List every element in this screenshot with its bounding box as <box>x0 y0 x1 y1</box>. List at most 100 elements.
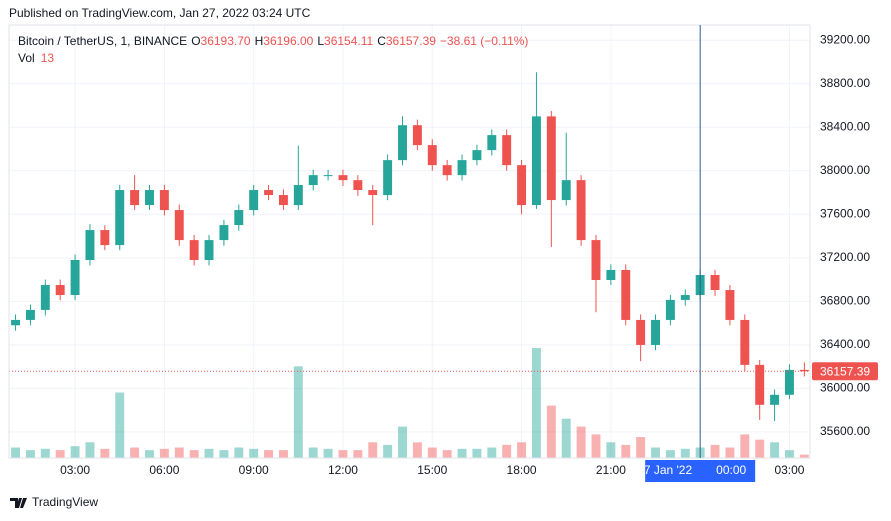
candle-body <box>561 180 571 201</box>
logo-icon <box>10 498 27 508</box>
ohlc-letter: C <box>377 34 386 48</box>
candle-body <box>502 135 512 166</box>
candle-body <box>755 364 765 405</box>
candle-body <box>398 125 407 161</box>
candle-body <box>680 295 690 300</box>
candle-body <box>427 145 437 166</box>
candle-body <box>234 210 244 226</box>
volume-bar <box>308 447 318 458</box>
volume-bar <box>591 434 601 458</box>
x-tick-label: 03:00 <box>774 463 804 477</box>
logo: TradingView <box>10 495 98 509</box>
volume-bar <box>100 448 110 458</box>
y-tick-label: 36800.00 <box>820 294 870 308</box>
plot-area <box>9 25 810 458</box>
candle-body <box>40 285 50 310</box>
candle-body <box>11 319 21 326</box>
candle-body <box>115 190 125 246</box>
x-tick-label: 12:00 <box>328 463 358 477</box>
candle-body <box>621 270 631 320</box>
volume-bar <box>517 442 527 458</box>
volume-bar <box>234 447 244 458</box>
candle-body <box>591 240 601 281</box>
candle-body <box>725 290 735 320</box>
last-price-box <box>812 362 878 381</box>
volume-bar <box>293 366 303 458</box>
ohlc-value: 36157.39 <box>386 34 436 48</box>
volume-bar <box>710 444 720 458</box>
ohlc-letter: H <box>255 34 264 48</box>
last-price-label: 36157.39 <box>820 364 870 378</box>
volume-bar <box>353 450 363 458</box>
volume-bar <box>680 448 690 458</box>
candle-body <box>55 285 65 296</box>
volume-bar <box>130 447 140 458</box>
candle-body <box>740 319 750 365</box>
volume-bar <box>278 450 288 458</box>
ohlc-letter: L <box>317 34 324 48</box>
candle-body <box>308 175 318 186</box>
candle-body <box>517 165 527 206</box>
candle-body <box>665 299 675 320</box>
x-tick-label: 09:00 <box>239 463 269 477</box>
candle-body <box>130 190 140 206</box>
candle-body <box>293 185 303 206</box>
volume-bar <box>25 450 35 458</box>
volume-bar <box>412 442 422 458</box>
crosshair-date: 27 Jan '22 <box>637 463 692 477</box>
y-tick-label: 37600.00 <box>820 206 870 220</box>
volume-bar <box>383 444 393 458</box>
x-tick-label: 21:00 <box>596 463 626 477</box>
legend: Bitcoin / TetherUS, 1, BINANCE O36193.70 H… <box>18 34 528 48</box>
y-tick-label: 39200.00 <box>820 32 870 46</box>
y-tick-label: 36400.00 <box>820 337 870 351</box>
x-tick-label: 03:00 <box>60 463 90 477</box>
volume-bar <box>799 454 809 458</box>
volume-bar <box>427 447 437 458</box>
y-tick-label: 38800.00 <box>820 76 870 90</box>
volume-bar <box>546 405 556 458</box>
candle-body <box>159 190 169 211</box>
candle-body <box>784 369 794 395</box>
volume-bar <box>159 448 169 458</box>
volume-legend: Vol 13 <box>18 51 54 65</box>
volume-bar <box>338 450 348 458</box>
candle-body <box>770 394 780 405</box>
candle-body <box>636 319 646 345</box>
crosshair-box <box>645 460 756 482</box>
change: −38.61 (−0.11%) <box>440 34 529 48</box>
y-tick-label: 37200.00 <box>820 250 870 264</box>
candle-body <box>219 225 229 241</box>
volume-bar <box>561 418 571 458</box>
volume-bar <box>502 444 512 458</box>
ohlc-value: 36154.11 <box>324 34 373 48</box>
candle-body <box>204 240 214 260</box>
footer-brand: TradingView <box>32 495 98 509</box>
volume-bar <box>636 437 646 458</box>
volume-bar <box>249 448 259 458</box>
volume-bar <box>606 442 616 458</box>
volume-label: Vol <box>18 51 35 65</box>
crosshair-time: 00:00 <box>716 463 746 477</box>
candle-body <box>323 175 333 177</box>
x-tick-label: 18:00 <box>507 463 537 477</box>
volume-bar <box>531 348 541 458</box>
candle-body <box>576 180 586 241</box>
candle-body <box>457 160 467 176</box>
candle-body <box>338 175 348 181</box>
published-note: Published on TradingView.com, Jan 27, 20… <box>9 6 311 20</box>
volume-bar <box>85 442 95 458</box>
volume-bar <box>145 450 154 458</box>
candle-body <box>174 210 184 241</box>
volume-bar <box>784 450 794 458</box>
candle-body <box>368 190 378 196</box>
ohlc-value: 36193.70 <box>201 34 251 48</box>
plot-border <box>8 24 811 459</box>
candle-body <box>145 190 154 206</box>
candle-body <box>383 160 393 196</box>
volume-bar <box>442 450 452 458</box>
x-tick-label: 15:00 <box>417 463 447 477</box>
volume-bar <box>665 450 675 458</box>
candle-body <box>412 125 422 146</box>
